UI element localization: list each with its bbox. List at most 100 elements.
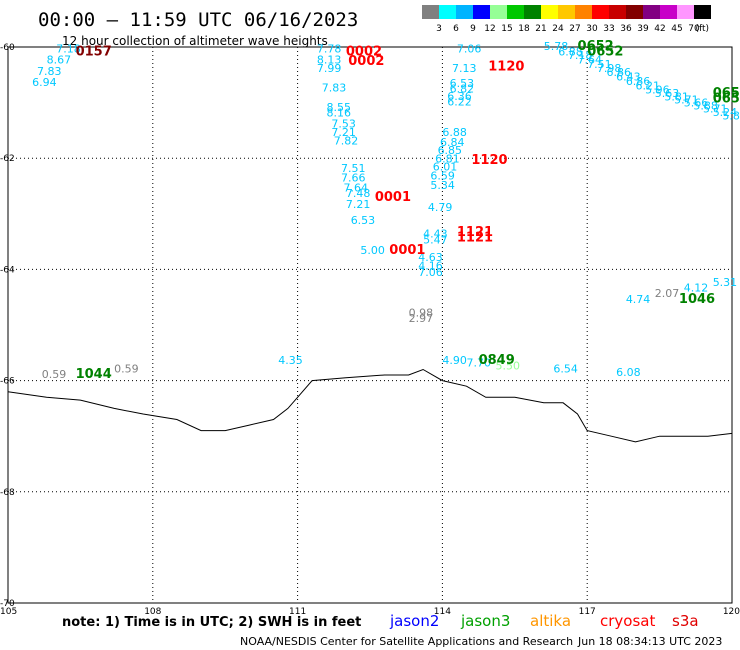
pass-time: 0653 — [713, 86, 740, 101]
swh-value: 4.35 — [278, 354, 303, 367]
swh-value: 7.06 — [418, 266, 443, 279]
legend-swatch — [524, 5, 541, 19]
swh-value: 5.89 — [722, 109, 740, 122]
legend-label: 15 — [501, 24, 512, 34]
lat-tick-label: -60 — [0, 43, 15, 53]
swh-value: 8.16 — [327, 107, 352, 120]
swh-value: 6.88 — [442, 126, 467, 139]
satellite-name: jason2 — [389, 612, 439, 630]
pass-time: 1120 — [488, 59, 524, 74]
swh-value: 7.82 — [334, 134, 359, 147]
swh-value: 6.94 — [32, 76, 57, 89]
legend-label: 9 — [470, 24, 476, 34]
swh-value: 4.90 — [442, 354, 467, 367]
legend-unit: (ft) — [695, 24, 709, 34]
pass-time: 1121 — [457, 225, 493, 240]
swh-value: 6.59 — [430, 169, 455, 182]
swh-value: 7.51 — [587, 58, 612, 71]
lat-tick-label: -68 — [0, 488, 15, 498]
swh-value: 5.66 — [684, 96, 709, 109]
swh-value: 7.21 — [346, 198, 371, 211]
swh-value: 6.21 — [635, 79, 660, 92]
swh-value: 8.13 — [317, 54, 342, 67]
swh-value: 5.31 — [713, 276, 738, 289]
swh-value: 8.55 — [327, 101, 352, 114]
legend-swatch — [694, 5, 711, 19]
pass-time: 0002 — [348, 54, 384, 69]
swh-value: 4.63 — [418, 251, 443, 264]
legend-swatch — [660, 5, 677, 19]
legend-label: 45 — [671, 24, 682, 34]
swh-value: 6.82 — [450, 83, 475, 96]
legend-swatch — [609, 5, 626, 19]
pass-time: 1046 — [679, 292, 715, 307]
swh-value: 5.88 — [693, 99, 718, 112]
swh-observations: 7.188.677.836.947.788.137.997.838.558.16… — [32, 40, 740, 381]
legend-swatch — [422, 5, 439, 19]
swh-value: 7.18 — [568, 49, 593, 62]
swh-value: 6.54 — [553, 362, 578, 375]
swh-value: 4.12 — [684, 282, 709, 295]
legend-swatch — [592, 5, 609, 19]
swh-value: 5.71 — [703, 103, 728, 116]
swh-value: 5.81 — [664, 90, 689, 103]
legend-label: 12 — [484, 24, 495, 34]
legend-label: 33 — [603, 24, 614, 34]
pass-time: 1044 — [76, 367, 112, 382]
map-subtitle: 12 hour collection of altimeter wave hei… — [62, 34, 328, 48]
legend-label: 70 — [688, 24, 700, 34]
swh-value: 7.98 — [597, 62, 622, 75]
pass-time: 0001 — [389, 243, 425, 258]
pass-time: 1121 — [457, 231, 493, 246]
swh-value: 6.43 — [616, 70, 641, 83]
satellite-name: s3a — [672, 612, 699, 630]
swh-value: 5.71 — [674, 94, 699, 107]
footnote: note: 1) Time is in UTC; 2) SWH is in fe… — [62, 615, 361, 630]
lat-tick-label: -70 — [0, 599, 15, 609]
swh-value: 2.97 — [409, 312, 434, 325]
swh-value: 6.81 — [435, 153, 460, 166]
pass-time: 0157 — [76, 44, 112, 59]
pass-time: 1120 — [471, 153, 507, 168]
credit-timestamp: Jun 18 08:34:13 UTC 2023 — [577, 635, 722, 648]
swh-value: 7.13 — [452, 62, 477, 75]
legend-swatch — [575, 5, 592, 19]
legend-label: 42 — [654, 24, 665, 34]
map-plot-area: 7.188.677.836.947.788.137.997.838.558.16… — [7, 39, 740, 604]
swh-value: 5.00 — [360, 244, 385, 257]
swh-value: 6.53 — [450, 77, 475, 90]
swh-value: 0.98 — [409, 307, 434, 320]
legend-label: 27 — [569, 24, 580, 34]
swh-value: 6.85 — [438, 144, 463, 157]
lat-tick-label: -66 — [0, 377, 15, 387]
swh-value: 6.01 — [433, 160, 458, 173]
swh-value: 2.07 — [655, 287, 680, 300]
lon-tick-label: 120 — [723, 607, 740, 617]
swh-value: 0.59 — [42, 368, 67, 381]
legend-swatch — [541, 5, 558, 19]
legend-label: 39 — [637, 24, 649, 34]
swh-value: 6.86 — [607, 66, 632, 79]
swh-value: 5.34 — [430, 179, 455, 192]
swh-value: 7.83 — [322, 81, 347, 94]
lat-lon-grid — [8, 47, 732, 603]
legend-label: 21 — [535, 24, 546, 34]
lon-tick-label: 105 — [0, 607, 17, 617]
pass-time: 0653 — [713, 92, 740, 107]
coastline — [7, 368, 733, 443]
credit-agency: NOAA/NESDIS Center for Satellite Applica… — [240, 635, 573, 648]
legend-label: 3 — [436, 24, 442, 34]
swh-value: 6.53 — [351, 214, 376, 227]
legend-label: 24 — [552, 24, 564, 34]
lon-tick-label: 117 — [579, 607, 596, 617]
legend-swatch — [439, 5, 456, 19]
satellite-name: cryosat — [600, 612, 655, 630]
swh-value: 7.18 — [56, 43, 80, 56]
swh-value: 7.48 — [346, 187, 371, 200]
pass-time: 0652 — [587, 44, 623, 59]
swh-value: 6.36 — [447, 90, 472, 103]
lon-tick-label: 114 — [434, 607, 451, 617]
legend-swatch — [507, 5, 524, 19]
swh-value: 7.21 — [331, 126, 356, 139]
